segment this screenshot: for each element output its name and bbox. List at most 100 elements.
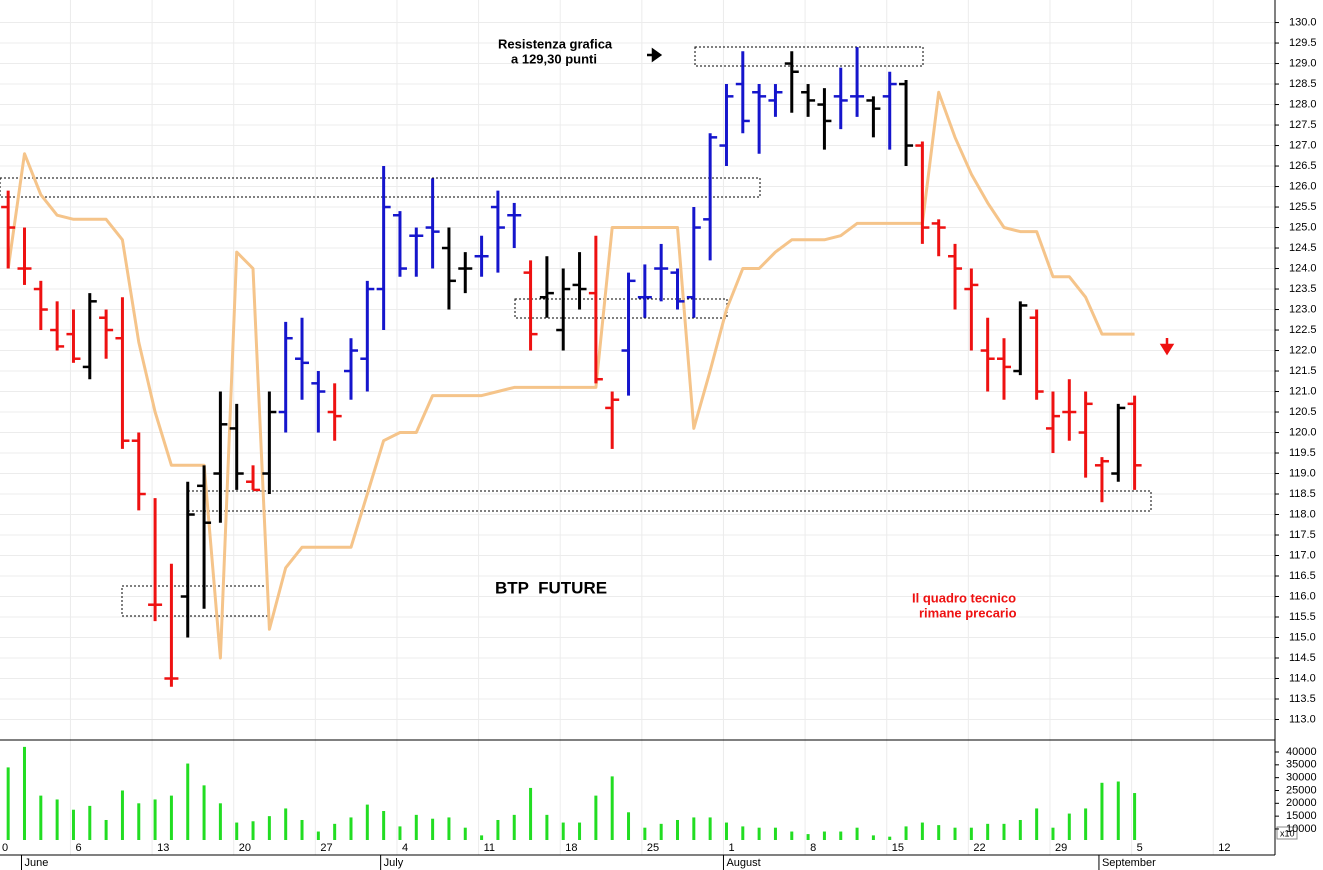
volume-bar <box>1084 808 1088 840</box>
volume-bar <box>1100 782 1104 840</box>
resistance-zone <box>694 46 924 67</box>
y-tick-label: 113.5 <box>1289 693 1316 705</box>
volume-bar <box>839 831 843 840</box>
note-box <box>1276 826 1298 840</box>
volume-bar <box>251 821 255 840</box>
volume-bar <box>904 826 908 840</box>
volume-bar <box>643 827 647 840</box>
volume-bar <box>284 808 288 840</box>
x-tick-label: 5 <box>1137 842 1143 854</box>
x-tick-label: 13 <box>157 842 169 854</box>
x-tick-label: 15 <box>892 842 904 854</box>
volume-bar <box>741 826 745 840</box>
x-tick-label: 0 <box>2 842 8 854</box>
month-label: September <box>1102 857 1156 869</box>
y-tick-label: 128.5 <box>1289 78 1317 90</box>
x-tick-label: 27 <box>320 842 332 854</box>
volume-tick-label: 40000 <box>1286 746 1317 758</box>
volume-bar <box>186 763 190 840</box>
y-tick-label: 115.0 <box>1289 631 1316 643</box>
volume-bar <box>39 795 43 840</box>
volume-bar <box>1035 808 1039 840</box>
volume-bar <box>790 831 794 840</box>
annotation: Il quadro tecnico <box>912 590 1016 605</box>
grid <box>0 0 1275 855</box>
volume-bar <box>773 827 777 840</box>
volume-bar <box>675 819 679 840</box>
x-tick-label: 12 <box>1218 842 1230 854</box>
volume-bar <box>986 823 990 840</box>
y-tick-label: 116.5 <box>1289 570 1316 582</box>
volume-tick-label: 10000 <box>1286 823 1317 835</box>
volume-bar <box>724 822 728 840</box>
volume-bar <box>218 803 222 840</box>
volume-note: x10 <box>1280 828 1295 838</box>
volume-bar <box>431 818 435 840</box>
volume-bar <box>1067 813 1071 840</box>
y-tick-label: 130.0 <box>1289 16 1317 28</box>
price-zone <box>0 177 761 198</box>
volume-bar <box>578 822 582 840</box>
x-tick-label: 18 <box>565 842 577 854</box>
volume-bar <box>316 831 320 840</box>
volume-bar <box>937 825 941 840</box>
y-tick-label: 120.0 <box>1289 426 1317 438</box>
volume-bar <box>235 822 239 840</box>
y-tick-label: 129.5 <box>1289 37 1317 49</box>
y-tick-label: 123.5 <box>1289 283 1317 295</box>
annotation: rimane precario <box>919 605 1017 620</box>
x-tick-label: 4 <box>402 842 408 854</box>
volume-bar <box>610 776 614 840</box>
volume-bar <box>822 831 826 840</box>
volume-bar <box>365 804 369 840</box>
volume-bar <box>414 814 418 840</box>
volume-bar <box>529 787 533 840</box>
y-tick-label: 126.0 <box>1289 180 1317 192</box>
volume-bar <box>480 835 484 840</box>
y-tick-label: 119.0 <box>1289 467 1316 479</box>
volume-tick-label: 35000 <box>1286 759 1317 771</box>
volume-bar <box>22 746 26 840</box>
volume-bar <box>953 827 957 840</box>
volume-bar <box>512 814 516 840</box>
volume-bar <box>71 809 75 840</box>
volume-bar <box>871 835 875 840</box>
y-tick-label: 127.0 <box>1289 139 1317 151</box>
x-tick-label: 22 <box>973 842 985 854</box>
volume-bar <box>55 799 59 840</box>
x-tick-label: 8 <box>810 842 816 854</box>
y-tick-label: 125.5 <box>1289 201 1317 213</box>
volume-bar <box>561 822 565 840</box>
x-tick-label: 1 <box>728 842 734 854</box>
y-tick-label: 118.5 <box>1289 488 1316 500</box>
volume-bar <box>349 817 353 840</box>
y-tick-label: 117.0 <box>1289 549 1316 561</box>
y-tick-label: 128.0 <box>1289 98 1317 110</box>
y-tick-label: 129.0 <box>1289 57 1317 69</box>
y-tick-label: 122.5 <box>1289 324 1317 336</box>
volume-bar <box>153 799 157 840</box>
volume-bar <box>659 823 663 840</box>
volume-bar <box>1018 819 1022 840</box>
y-tick-label: 127.5 <box>1289 119 1317 131</box>
x-tick-label: 6 <box>75 842 81 854</box>
volume-bar <box>806 834 810 840</box>
volume-bar <box>137 803 141 840</box>
volume-bar <box>1133 793 1137 840</box>
price-zone <box>121 585 269 617</box>
volume-bar <box>1002 823 1006 840</box>
volume-bar <box>496 819 500 840</box>
month-label: August <box>726 857 760 869</box>
annotation: Resistenza grafica <box>498 36 613 51</box>
y-tick-label: 115.5 <box>1289 611 1316 623</box>
y-tick-label: 119.5 <box>1289 447 1316 459</box>
volume-tick-label: 30000 <box>1286 772 1317 784</box>
volume-bar <box>104 819 108 840</box>
volume-bar <box>333 823 337 840</box>
volume-bar <box>463 827 467 840</box>
chart-title: BTP FUTURE <box>495 578 607 597</box>
x-tick-label: 25 <box>647 842 659 854</box>
arrow <box>647 47 663 63</box>
volume-bar <box>888 836 892 840</box>
y-tick-label: 114.5 <box>1289 652 1316 664</box>
